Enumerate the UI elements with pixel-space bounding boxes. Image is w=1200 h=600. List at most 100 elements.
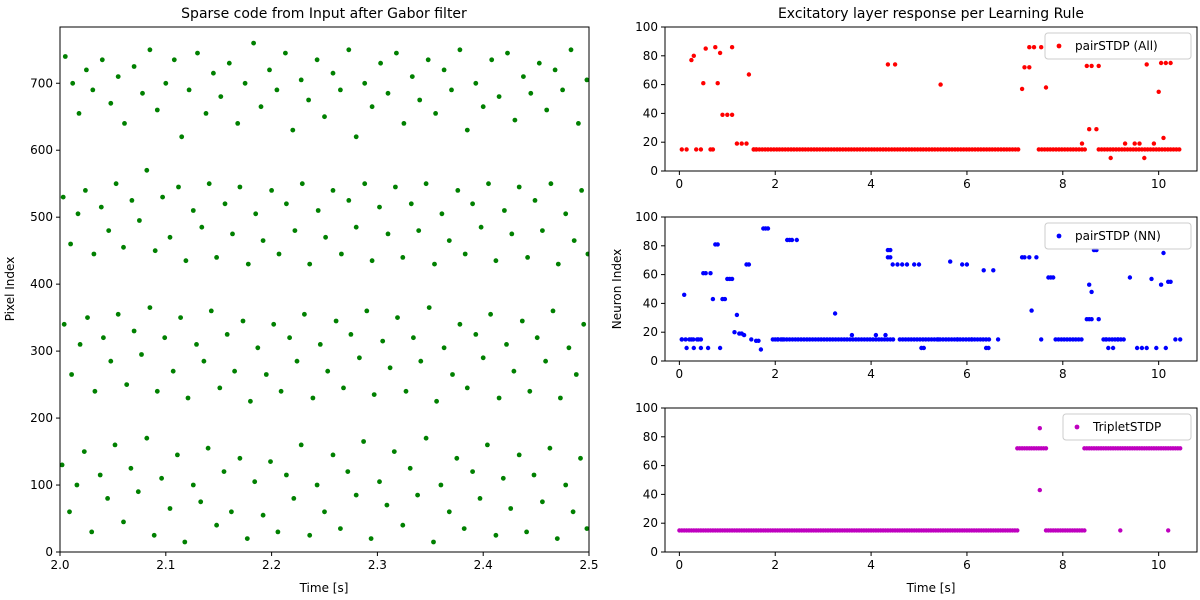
left-data-point [432, 261, 437, 267]
panel-3-y-tick-label: 100 [635, 401, 658, 415]
data-point [904, 262, 910, 267]
left-data-point [384, 502, 390, 508]
data-point [717, 345, 723, 351]
data-point [955, 337, 960, 342]
data-point [729, 45, 735, 50]
left-data-point [124, 382, 130, 387]
left-data-point [302, 311, 307, 317]
data-point [1103, 337, 1109, 342]
left-data-point [473, 332, 479, 337]
left-data-point [581, 321, 587, 327]
data-point [741, 332, 747, 338]
data-point [1094, 127, 1099, 132]
panel-1-y-tick-label: 80 [643, 49, 658, 63]
data-point [696, 337, 701, 342]
data-point [1089, 317, 1094, 322]
left-data-point [275, 529, 281, 535]
data-point [1139, 345, 1145, 351]
data-point [895, 262, 900, 267]
left-data-point [306, 97, 311, 103]
left-data-point [226, 60, 232, 66]
data-point [873, 332, 879, 338]
data-point [1027, 255, 1032, 260]
left-data-point [462, 251, 468, 257]
left-data-point [333, 318, 339, 324]
panel-2-y-tick-label: 40 [643, 296, 658, 310]
left-data-point [121, 244, 126, 250]
legend-marker [1056, 233, 1062, 239]
left-data-point [242, 80, 248, 86]
data-point [1118, 528, 1123, 533]
left-data-point [353, 224, 359, 230]
data-point [713, 45, 718, 50]
left-data-point [199, 224, 205, 230]
data-point [739, 141, 744, 146]
data-point [1084, 63, 1090, 69]
legend-box [1062, 413, 1192, 441]
panel-3-y-tick-label: 40 [643, 487, 658, 501]
left-data-point [486, 181, 491, 187]
data-point [890, 337, 896, 342]
left-data-point [140, 90, 145, 96]
left-data-point [341, 385, 346, 391]
data-point [1110, 345, 1116, 351]
left-data-point [369, 258, 375, 264]
left-y-tick-label: 0 [45, 545, 53, 559]
data-point [1151, 141, 1157, 146]
data-point [1144, 62, 1149, 67]
left-data-point [287, 335, 292, 341]
left-data-point [183, 258, 189, 264]
left-data-point [154, 107, 160, 113]
left-chart-title: Sparse code from Input after Gabor filte… [181, 6, 467, 22]
left-data-point [563, 482, 569, 488]
left-data-point [407, 465, 413, 471]
data-point [981, 268, 986, 273]
left-data-point [449, 87, 454, 93]
left-data-point [253, 211, 259, 217]
left-data-point [371, 392, 377, 397]
left-data-point [547, 445, 553, 451]
left-data-point [516, 452, 522, 458]
data-point [717, 50, 723, 56]
left-data-point [224, 332, 230, 337]
data-point [689, 337, 694, 342]
left-data-point [230, 231, 235, 237]
data-point [1019, 86, 1025, 92]
data-point [1043, 446, 1049, 451]
left-data-point [450, 372, 455, 377]
data-point [749, 337, 754, 342]
left-data-point [338, 526, 343, 531]
left-data-point [194, 342, 199, 347]
left-data-point [532, 198, 538, 203]
data-point [1096, 63, 1101, 69]
left-data-point [186, 87, 192, 93]
left-data-point [568, 47, 574, 53]
left-data-point [566, 345, 572, 351]
left-data-point [175, 452, 180, 458]
panel-3-points [677, 426, 1183, 533]
left-data-point [260, 512, 266, 518]
data-point [1137, 141, 1142, 146]
left-x-tick-label: 2.2 [262, 558, 281, 572]
data-point [746, 262, 752, 267]
data-point [729, 276, 735, 282]
panel-2-x-tick-label: 6 [963, 367, 971, 381]
data-point [849, 332, 855, 338]
left-data-point [271, 321, 277, 327]
left-data-point [446, 238, 452, 244]
left-data-point [298, 77, 304, 83]
data-point [765, 226, 771, 231]
data-point [758, 347, 764, 352]
left-data-point [378, 60, 383, 66]
right-y-axis-label: Neuron Index [610, 249, 624, 329]
left-data-point [457, 47, 463, 53]
left-data-point [147, 47, 153, 53]
left-data-point [75, 211, 81, 217]
panel-2-frame [664, 216, 1198, 362]
left-data-point [477, 496, 483, 501]
data-point [1134, 345, 1140, 351]
data-point [1144, 345, 1149, 351]
data-point [729, 112, 735, 118]
